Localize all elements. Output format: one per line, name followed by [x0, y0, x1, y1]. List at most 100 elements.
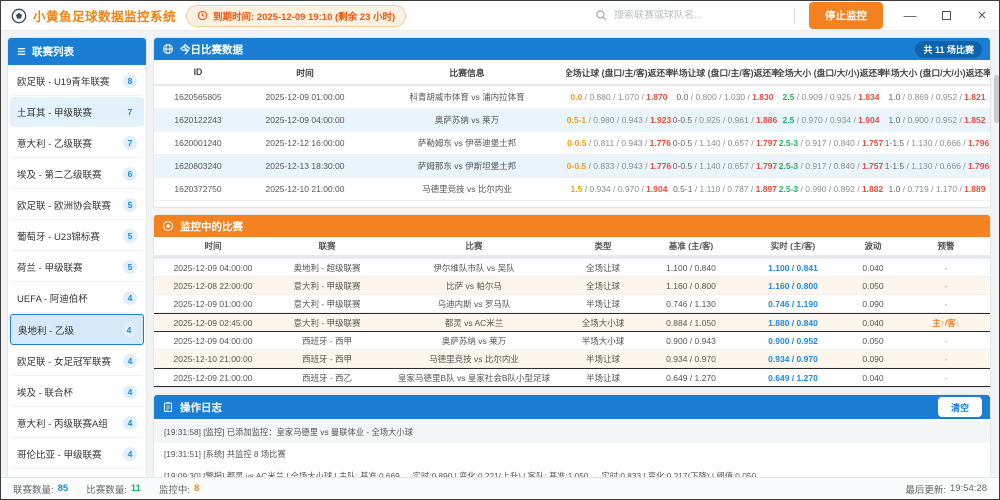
globe-icon — [162, 43, 174, 55]
sidebar-item-league[interactable]: UEFA - 阿迪伯杯 4 — [10, 283, 144, 313]
search-input[interactable] — [614, 10, 764, 21]
monitored-match-row[interactable]: 2025-12-10 21:00:00 西班牙 - 西甲 马德里竞技 vs 比尔内业… — [154, 350, 990, 368]
sidebar-item-league[interactable]: 土耳其 - 甲级联赛 7 — [10, 97, 144, 127]
maximize-icon[interactable] — [939, 9, 953, 22]
league-name: 意大利 - 甲级联赛 — [293, 317, 361, 328]
today-match-row[interactable]: 1620565805 2025-12-09 01:00:00 科青胡威市体育 vs … — [154, 86, 990, 109]
handicap-line: 0.5-1 — [566, 115, 587, 125]
handicap-line: 1.0 — [888, 115, 901, 125]
panel-log-title: 操作日志 — [180, 401, 222, 414]
today-table-body: 1620565805 2025-12-09 01:00:00 科青胡威市体育 vs … — [154, 86, 990, 207]
return-rate: 1.830 — [752, 92, 774, 102]
match-count-badge: 4 — [122, 322, 136, 337]
match-count-badge: 共 11 场比赛 — [915, 40, 982, 58]
bet-type: 半场让球 — [585, 353, 620, 364]
odds-values: / 0.869 / 0.952 / — [900, 92, 965, 102]
sidebar-item-league[interactable]: 欧足联 - 欧洲协会联赛 5 — [10, 190, 144, 220]
league-name: 埃及 - 第二乙级联赛 — [17, 169, 102, 181]
fluctuation-value: 0.040 — [862, 317, 884, 328]
handicap-line: 0.0 — [676, 92, 689, 102]
today-table-header: ID 时间 比赛信息 全场让球 (盘口/主/客)返还率 半场让球 (盘口/主/客)返还率… — [154, 60, 990, 86]
today-match-row[interactable]: 1620122243 2025-12-09 04:00:00 奥萨苏纳 vs 莱万 0… — [154, 109, 990, 132]
odds-values: / 0.917 / 0.840 / — [798, 161, 862, 171]
log-line: [19:09:30] [警报] 都灵 vs AC米兰 | 全场大小球 | 主队:… — [164, 471, 757, 477]
half-handicap-odds: 0.0 / 0.800 / 1.030 / 1.830 — [672, 86, 778, 108]
match-count-badge: 7 — [123, 135, 137, 150]
scrollbar-thumb[interactable] — [994, 75, 999, 123]
alert-flag: - — [944, 353, 948, 364]
full-overunder-odds: 2.5-3 / 0.990 / 0.892 / 1.882 — [778, 178, 884, 200]
sidebar-item-league[interactable]: 葡萄牙 - 丙级联赛3 — [10, 470, 144, 477]
odds-values: / 1.130 / 0.666 / — [904, 161, 968, 171]
clear-log-button[interactable]: 清空 — [937, 397, 982, 417]
odds-values: / 0.970 / 0.934 / — [794, 115, 859, 125]
match-teams: 乌迪内斯 vs 罗马队 — [437, 298, 511, 309]
monitored-match-row[interactable]: 2025-12-09 21:00:00 西班牙 - 西乙 皇家马德里B队 vs 皇家… — [154, 368, 990, 387]
today-match-row[interactable]: 1620803240 2025-12-13 18:30:00 萨姆那东 vs 伊斯坦… — [154, 155, 990, 178]
sidebar-item-league[interactable]: 意大利 - 乙级联赛 7 — [10, 128, 144, 158]
monitored-match-row[interactable]: 2025-12-09 01:00:00 意大利 - 甲级联赛 乌迪内斯 vs 罗马队… — [154, 295, 990, 313]
app-title: 小黄鱼足球数据监控系统 — [33, 10, 177, 24]
match-teams: 皇家马德里B队 vs 皇家社会B队小型足球 — [397, 372, 551, 383]
match-count-value: 11 — [130, 483, 141, 494]
log-lines: [19:31:58] [监控] 已添加监控：皇家马德里 vs 曼联体业 - 全场… — [154, 419, 990, 477]
today-match-row[interactable]: 1620001240 2025-12-12 16:00:00 萨勒姆东 vs 伊蒂迪… — [154, 132, 990, 155]
monitored-match-row[interactable]: 2025-12-09 02:45:00 意大利 - 甲级联赛 都灵 vs AC米兰 全… — [154, 313, 990, 332]
stop-monitor-button[interactable]: 停止监控 — [809, 2, 883, 29]
sidebar-item-league[interactable]: 埃及 - 第二乙级联赛 6 — [10, 159, 144, 189]
match-count-badge: 5 — [123, 228, 137, 243]
handicap-line: 2.5-3 — [778, 138, 799, 148]
column-header: 比赛信息 — [449, 67, 485, 78]
league-name: 意大利 - 丙级联赛A组 — [17, 418, 108, 430]
column-header: 基准 (主/客) — [640, 237, 742, 257]
baseline-odds: 1.100 / 0.840 — [666, 262, 716, 273]
close-icon[interactable]: × — [977, 7, 987, 24]
bet-type: 全场让球 — [585, 262, 620, 273]
league-name: UEFA - 阿迪伯杯 — [17, 293, 88, 305]
return-rate: 1.904 — [646, 184, 668, 194]
sidebar-item-league[interactable]: 欧足联 - U19青年联赛 8 — [10, 66, 144, 96]
sidebar-item-league[interactable]: 哥伦比亚 - 甲级联赛 4 — [10, 439, 144, 469]
app-logo-soccer-icon — [11, 8, 27, 24]
today-match-row[interactable]: 1620372750 2025-12-10 21:00:00 马德里竞技 vs 比尔… — [154, 178, 990, 201]
sidebar-item-league[interactable]: 欧足联 - 女足冠军联赛 4 — [10, 346, 144, 376]
monitored-match-row[interactable]: 2025-12-09 04:00:00 奥地利 - 超级联赛 伊尔维队市队 vs 吴… — [154, 259, 990, 277]
baseline-odds: 1.160 / 0.800 — [666, 280, 716, 291]
match-teams: 萨姆那东 vs 伊斯坦堡土邦 — [417, 161, 517, 171]
sidebar-item-league[interactable]: 奥地利 - 乙级 4 — [10, 314, 144, 345]
baseline-odds: 0.746 / 1.130 — [666, 298, 716, 309]
panel-operation-log: 操作日志 清空 [19:31:58] [监控] 已添加监控：皇家马德里 vs 曼… — [153, 394, 991, 477]
panel-today-matches: 今日比赛数据 共 11 场比赛 ID 时间 比赛信息 全场让球 (盘口/主/客)返还率… — [153, 37, 991, 208]
half-overunder-odds: 1.0 / 0.900 / 0.952 / 1.852 — [884, 109, 990, 131]
live-odds: 1.880 / 0.840 — [768, 317, 818, 328]
sidebar-item-league[interactable]: 意大利 - 丙级联赛A组 4 — [10, 408, 144, 438]
match-teams: 科青胡威市体育 vs 浦内拉体育 — [409, 92, 525, 102]
odds-values: / 1.140 / 0.657 / — [692, 161, 756, 171]
match-time: 2025-12-09 02:45:00 — [173, 317, 253, 328]
full-handicap-odds: 0-0.5 / 0.833 / 0.943 / 1.776 — [566, 155, 672, 177]
target-icon — [162, 220, 174, 232]
return-rate: 1.797 — [755, 138, 778, 148]
expiry-badge: 到期时间: 2025-12-09 19:10 (剩余 23 小时) — [186, 4, 407, 27]
match-time: 2025-12-13 18:30:00 — [265, 161, 345, 171]
alert-flag: - — [944, 335, 948, 346]
return-rate: 1.870 — [646, 92, 668, 102]
match-teams: 马德里竞技 vs 比尔内业 — [429, 353, 519, 364]
match-time: 2025-12-09 01:00:00 — [173, 298, 253, 309]
sidebar-item-league[interactable]: 荷兰 - 甲级联赛 5 — [10, 252, 144, 282]
match-count-badge: 6 — [123, 166, 137, 181]
match-count-badge: 4 — [123, 353, 137, 368]
column-header: 预警 — [902, 237, 990, 257]
return-rate: 1.797 — [755, 161, 778, 171]
full-overunder-odds: 2.5 / 0.970 / 0.934 / 1.904 — [778, 109, 884, 131]
half-handicap-odds: 0-0.5 / 0.925 / 0.961 / 1.886 — [672, 109, 778, 131]
baseline-odds: 0.934 / 0.970 — [666, 353, 716, 364]
monitored-match-row[interactable]: 2025-12-08 22:00:00 意大利 - 甲级联赛 比萨 vs 帕尔马 全场… — [154, 277, 990, 295]
sidebar-item-league[interactable]: 埃及 - 联合杯 4 — [10, 377, 144, 407]
search-box — [595, 9, 780, 22]
minimize-icon[interactable]: — — [903, 8, 917, 23]
half-handicap-odds: 0-0.5 / 1.140 / 0.657 / 1.797 — [672, 132, 778, 154]
odds-values: / 0.990 / 0.892 / — [798, 184, 862, 194]
sidebar-item-league[interactable]: 葡萄牙 - U23锦标赛 5 — [10, 221, 144, 251]
monitored-match-row[interactable]: 2025-12-09 04:00:00 西班牙 - 西甲 奥萨苏纳 vs 莱万 半场大… — [154, 332, 990, 350]
